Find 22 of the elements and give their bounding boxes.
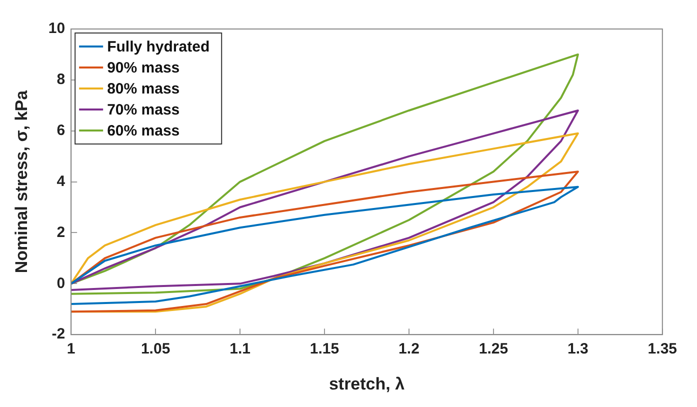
legend-label: 70% mass [107,102,180,119]
x-tick-label: 1.25 [478,340,508,358]
y-tick-label: 0 [56,274,66,292]
y-tick-label: 4 [56,172,66,190]
x-tick-label: 1.05 [140,340,170,358]
legend-label: 90% mass [107,60,180,77]
x-tick-label: 1.15 [310,340,340,358]
legend-label: Fully hydrated [107,38,210,56]
legend-label: 60% mass [107,122,180,140]
y-tick-label: 2 [56,224,66,241]
x-axis-title: stretch, λ [328,374,406,394]
y-tick-label: 6 [56,122,66,140]
y-tick-label: -2 [52,326,66,343]
x-tick-label: 1.35 [648,340,678,358]
y-tick-label: 10 [48,20,66,38]
y-axis-title: Nominal stress, σ, kPa [12,90,31,274]
x-tick-label: 1 [66,340,76,358]
x-tick-label: 1.3 [568,340,588,358]
legend-label: 80% mass [107,80,180,98]
y-tick-label: 8 [56,71,66,88]
x-tick-label: 1.2 [398,340,420,358]
x-tick-label: 1.1 [230,340,250,358]
